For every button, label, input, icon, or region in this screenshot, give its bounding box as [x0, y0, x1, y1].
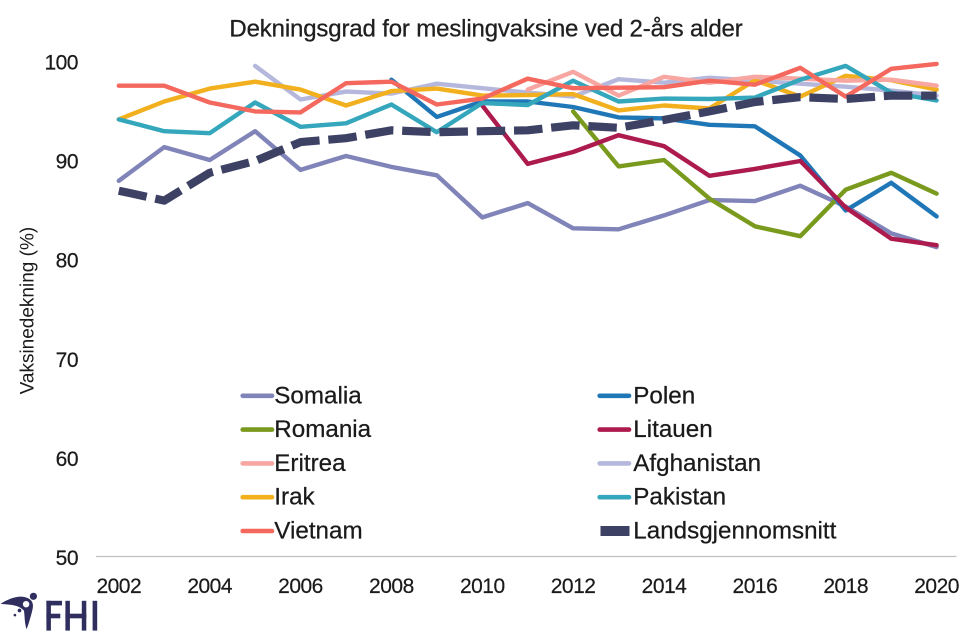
- svg-text:2014: 2014: [642, 575, 688, 598]
- svg-text:2006: 2006: [278, 575, 323, 598]
- svg-text:2004: 2004: [187, 575, 233, 598]
- svg-text:2018: 2018: [823, 575, 868, 598]
- svg-text:50: 50: [56, 547, 78, 570]
- svg-text:2010: 2010: [460, 575, 505, 598]
- svg-text:Irak: Irak: [274, 484, 315, 511]
- svg-text:Pakistan: Pakistan: [633, 484, 726, 511]
- svg-text:2020: 2020: [914, 575, 959, 598]
- svg-text:Polen: Polen: [633, 382, 695, 409]
- svg-text:Litauen: Litauen: [633, 416, 712, 443]
- svg-text:60: 60: [56, 448, 78, 471]
- svg-text:Afghanistan: Afghanistan: [633, 450, 761, 477]
- svg-text:Vietnam: Vietnam: [274, 518, 362, 545]
- svg-text:Romania: Romania: [274, 416, 371, 443]
- svg-text:100: 100: [44, 52, 78, 75]
- svg-text:90: 90: [56, 151, 78, 174]
- svg-text:Dekningsgrad for meslingvaksin: Dekningsgrad for meslingvaksine ved 2-år…: [229, 16, 742, 43]
- svg-text:2002: 2002: [96, 575, 141, 598]
- svg-text:Eritrea: Eritrea: [274, 450, 346, 477]
- svg-text:70: 70: [56, 349, 78, 372]
- svg-text:Somalia: Somalia: [274, 382, 362, 409]
- svg-text:80: 80: [56, 250, 78, 273]
- svg-text:2016: 2016: [733, 575, 778, 598]
- svg-text:Landsgjennomsnitt: Landsgjennomsnitt: [633, 518, 836, 545]
- svg-text:2012: 2012: [551, 575, 596, 598]
- svg-text:2008: 2008: [369, 575, 414, 598]
- svg-text:Vaksinedekning (%): Vaksinedekning (%): [18, 227, 39, 395]
